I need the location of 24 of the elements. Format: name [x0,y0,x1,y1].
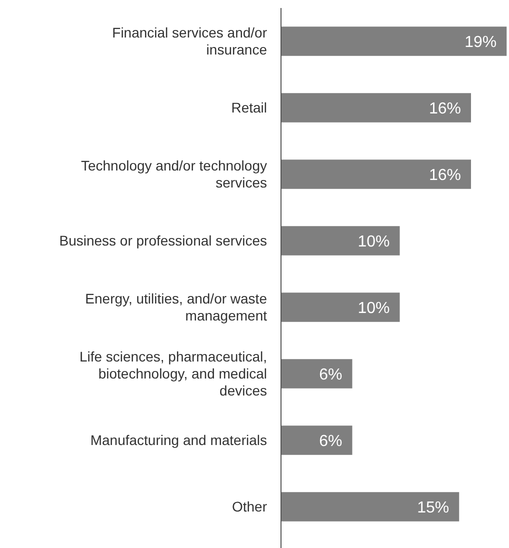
bar [281,26,507,56]
bar [281,359,352,388]
y-tick-label: Energy, utilities, and/or waste management [85,290,268,324]
bar [281,160,471,189]
bar [281,426,352,455]
y-tick-label: Manufacturing and materials [90,432,267,448]
y-tick-label: Financial services and/or insurance [112,24,268,58]
bar [281,93,471,122]
data-label: 15% [417,499,450,516]
data-label: 16% [428,100,461,118]
bar [281,292,400,322]
y-tick-label: Retail [231,100,267,116]
data-label: 16% [428,166,461,184]
y-tick-label: Other [232,498,268,515]
bar [281,226,400,256]
data-label: 19% [464,34,497,51]
y-tick-label: Business or professional services [59,232,267,249]
y-tick-label: Technology and/or technology services [80,158,267,191]
data-label: 10% [358,300,390,317]
data-label: 10% [358,233,390,250]
y-tick-label: Life sciences, pharmaceutical, biotechnology, and medical devices [79,348,267,399]
data-label: 6% [319,432,342,450]
bar [281,492,460,522]
data-label: 6% [319,366,342,384]
